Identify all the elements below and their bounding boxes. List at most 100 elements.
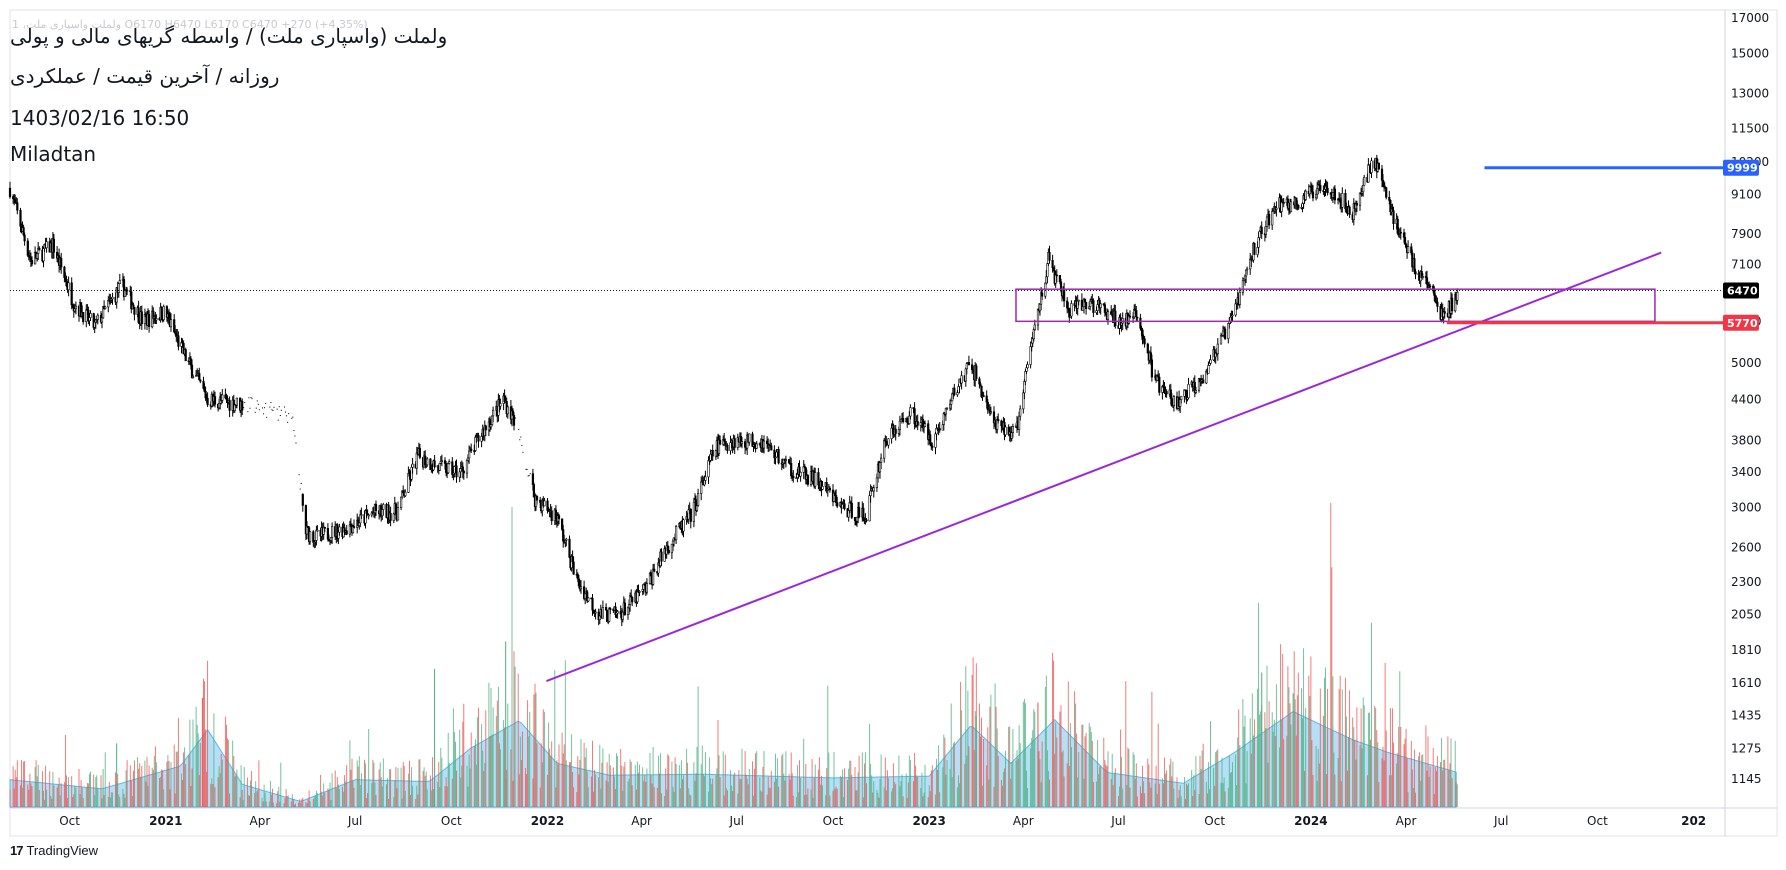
price-tick-label: 17000 xyxy=(1731,11,1769,25)
candle-body xyxy=(601,606,604,619)
candle-body xyxy=(206,397,209,406)
trendline[interactable] xyxy=(546,251,1662,683)
time-axis[interactable]: Oct 2021 Apr Jul Oct 2022 Apr Jul Oct 2023 Apr Jul O… xyxy=(59,814,1706,828)
candle-body xyxy=(1165,391,1168,395)
candle-body xyxy=(670,543,673,554)
candle-body xyxy=(979,383,982,387)
candle-body xyxy=(836,502,839,507)
candle-body xyxy=(70,282,73,306)
candle-body xyxy=(407,473,410,493)
candle-body xyxy=(411,463,414,468)
candle-body xyxy=(23,234,26,242)
candle-body xyxy=(695,505,699,511)
time-tick-label: 2023 xyxy=(912,814,945,828)
candle-body xyxy=(883,439,886,459)
candle-body xyxy=(1377,162,1380,170)
candle-body xyxy=(224,394,227,399)
candle-body xyxy=(604,606,608,611)
candle-body xyxy=(137,307,140,323)
candle-body xyxy=(132,304,135,308)
volume-pane xyxy=(9,502,1458,808)
candle-body xyxy=(887,438,890,446)
candle-body xyxy=(1033,324,1036,330)
candle-body xyxy=(213,396,217,405)
price-axis[interactable]: 1700015000130001150010200910079007100580… xyxy=(1723,11,1769,786)
candle-body xyxy=(814,472,817,487)
time-tick-label: 2021 xyxy=(149,814,182,828)
candle-body xyxy=(619,611,622,615)
candle-body xyxy=(503,395,506,402)
candle-body xyxy=(1136,316,1139,319)
candle-body xyxy=(203,388,206,392)
drawing-tools[interactable] xyxy=(10,166,1725,683)
candle-body xyxy=(953,387,956,396)
candle-body xyxy=(1238,291,1241,305)
candle-body xyxy=(349,524,353,527)
price-label-badge xyxy=(1723,159,1759,176)
candle-body xyxy=(1297,204,1300,209)
candle-body xyxy=(1219,335,1223,345)
candle-body xyxy=(1051,260,1054,269)
time-tick-label: Apr xyxy=(631,814,652,828)
candle-body xyxy=(1310,186,1313,193)
candle-body xyxy=(512,415,516,426)
price-tick-label: 1610 xyxy=(1731,676,1762,690)
candle-body xyxy=(1141,329,1144,340)
candle-body xyxy=(985,395,988,403)
candle-body xyxy=(459,468,462,473)
price-tick-label: 9100 xyxy=(1731,187,1762,201)
tradingview-logo[interactable]: 17 TradingView xyxy=(10,843,98,858)
candle-body xyxy=(1403,237,1407,245)
candle-body xyxy=(73,308,76,312)
candle-body xyxy=(16,202,19,211)
time-tick-label: Apr xyxy=(1013,814,1034,828)
candle-body xyxy=(1436,301,1439,307)
candle-body xyxy=(608,608,611,622)
candle-body xyxy=(948,403,952,409)
candle-body xyxy=(572,561,575,575)
candle-body xyxy=(1066,300,1069,309)
price-tick-label: 7100 xyxy=(1731,257,1762,271)
candle-body xyxy=(1243,275,1247,280)
candle-body xyxy=(374,503,378,512)
candle-body xyxy=(1289,201,1293,212)
candle-body xyxy=(1011,426,1014,433)
price-tick-label: 1145 xyxy=(1731,772,1762,786)
candle-body xyxy=(1392,210,1395,225)
price-tick-label: 2300 xyxy=(1731,575,1762,589)
candle-body xyxy=(443,460,447,464)
candle-body xyxy=(1258,231,1261,238)
candle-body xyxy=(576,574,579,580)
candle-body xyxy=(1202,379,1205,384)
candle-body xyxy=(1315,193,1318,199)
candle-body xyxy=(1128,315,1132,318)
chart-subtitle: روزانه / آخرین قیمت / عملکردی xyxy=(10,64,280,88)
candle-body xyxy=(1434,295,1437,302)
candle-body xyxy=(649,573,653,577)
candle-body xyxy=(1055,274,1058,277)
candle-body xyxy=(1170,398,1173,407)
candle-body xyxy=(1083,298,1087,303)
candle-body xyxy=(359,514,362,524)
candle-body xyxy=(235,397,239,406)
candle-body xyxy=(850,502,853,518)
tradingview-mark-icon: 17 xyxy=(10,843,24,858)
candle-body xyxy=(956,392,959,396)
price-tick-label: 5000 xyxy=(1731,356,1762,370)
price-tick-label: 7900 xyxy=(1731,227,1762,241)
candle-body xyxy=(1207,365,1210,374)
candle-body xyxy=(982,395,985,397)
candle-body xyxy=(499,403,502,407)
candle-body xyxy=(718,439,722,445)
candle-body xyxy=(651,568,655,585)
candle-body xyxy=(1010,432,1013,439)
candle-body xyxy=(700,481,703,494)
chart-author: Miladtan xyxy=(10,142,97,166)
candle-body xyxy=(191,375,195,378)
candle-body xyxy=(1077,299,1080,302)
candle-body xyxy=(894,428,897,434)
candle-body xyxy=(748,433,751,443)
candle-body xyxy=(426,458,429,466)
support-zone-rectangle[interactable] xyxy=(1015,288,1656,323)
